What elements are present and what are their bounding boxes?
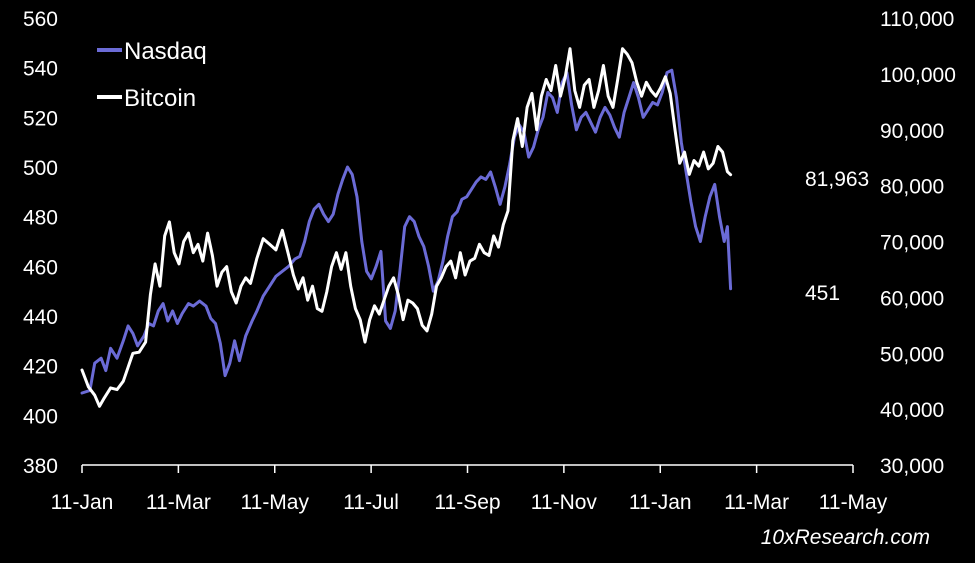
left-tick-label: 520: [23, 107, 58, 130]
series-layer: [80, 47, 733, 408]
right-axis-ticks: 30,000 40,000 50,000 60,000 70,000 80,000 90,0…: [880, 8, 956, 478]
x-tick-label: 11-Mar: [724, 491, 789, 514]
left-axis-ticks: 380 400 420 440 460 480 500 520 540 560: [23, 8, 58, 478]
left-tick-label: 440: [23, 306, 58, 329]
x-tick-label: 11-May: [819, 491, 888, 514]
series-line-bitcoin: [80, 47, 733, 408]
legend-label-nasdaq: Nasdaq: [124, 38, 207, 65]
x-tick-label: 11-Nov: [531, 491, 598, 514]
x-tick-label: 11-Jul: [343, 491, 399, 514]
x-tick-label: 11-May: [241, 491, 310, 514]
left-tick-label: 380: [23, 455, 58, 478]
left-tick-label: 460: [23, 256, 58, 279]
x-tick-label: 11-Mar: [146, 491, 211, 514]
right-tick-label: 30,000: [880, 455, 944, 478]
legend-label-bitcoin: Bitcoin: [124, 85, 196, 112]
x-tick-label: 11-Sep: [434, 491, 500, 514]
left-tick-label: 420: [23, 356, 58, 379]
right-tick-label: 90,000: [880, 120, 944, 143]
left-tick-label: 400: [23, 405, 58, 428]
x-axis-ticks: 11-Jan 11-Mar 11-May 11-Jul 11-Sep 11-Nov 11-J…: [51, 465, 888, 514]
watermark: 10xResearch.com: [761, 526, 930, 549]
right-tick-label: 70,000: [880, 232, 944, 255]
right-tick-label: 80,000: [880, 176, 944, 199]
left-tick-label: 540: [23, 58, 58, 81]
right-tick-label: 50,000: [880, 343, 944, 366]
x-tick-label: 11-Jan: [629, 491, 692, 514]
left-tick-label: 500: [23, 157, 58, 180]
bitcoin-end-label: 81,963: [805, 168, 869, 191]
nasdaq-end-label: 451: [805, 282, 840, 305]
right-tick-label: 60,000: [880, 287, 944, 310]
right-tick-label: 40,000: [880, 399, 944, 422]
left-tick-label: 560: [23, 8, 58, 31]
right-tick-label: 110,000: [880, 8, 954, 31]
right-tick-label: 100,000: [880, 64, 956, 87]
legend: Nasdaq Bitcoin: [97, 38, 207, 112]
x-tick-label: 11-Jan: [51, 491, 114, 514]
series-line-nasdaq: [80, 68, 733, 395]
left-tick-label: 480: [23, 207, 58, 230]
